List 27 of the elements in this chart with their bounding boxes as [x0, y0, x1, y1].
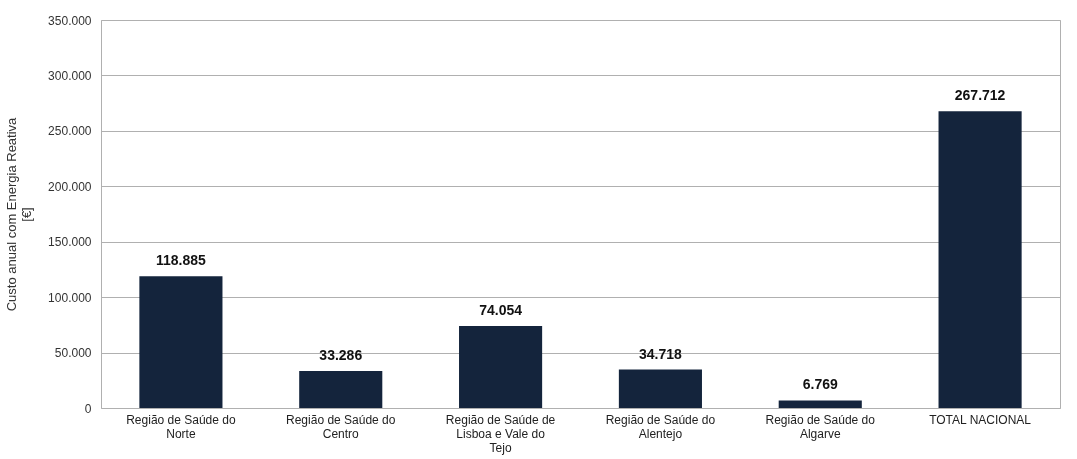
bar	[618, 369, 702, 408]
data-label: 6.769	[802, 376, 838, 393]
data-label: 33.286	[319, 347, 363, 364]
y-tick-label: 0	[84, 401, 92, 416]
bar	[778, 400, 862, 408]
bar	[299, 371, 383, 408]
x-tick-label: Região de Saúde de Lisboa e Vale do Tejo	[445, 412, 556, 455]
x-tick-label: TOTAL NACIONAL	[929, 412, 1032, 427]
y-tick-label: 50.000	[54, 346, 92, 361]
y-tick-label: 150.000	[48, 235, 92, 250]
y-tick-label: 350.000	[48, 13, 92, 28]
data-label: 74.054	[479, 301, 523, 318]
y-tick-label: 200.000	[48, 179, 92, 194]
bar	[938, 111, 1022, 408]
bar	[139, 276, 223, 408]
x-tick-label: Região de Saúde do Alentejo	[605, 412, 716, 441]
x-tick-label: Região de Saúde do Norte	[126, 412, 236, 441]
y-tick-label: 250.000	[48, 124, 92, 139]
x-tick-label: Região de Saúde do Algarve	[765, 412, 876, 441]
data-label: 267.712	[954, 87, 1006, 104]
x-tick-label: Região de Saúde do Centro	[286, 412, 396, 441]
y-tick-label: 300.000	[48, 68, 92, 83]
y-axis-title: Custo anual com Energia Reativa [€]	[4, 116, 35, 312]
data-label: 118.885	[155, 252, 207, 269]
data-label: 34.718	[639, 345, 683, 362]
y-tick-label: 100.000	[48, 290, 92, 305]
bar	[459, 325, 543, 408]
